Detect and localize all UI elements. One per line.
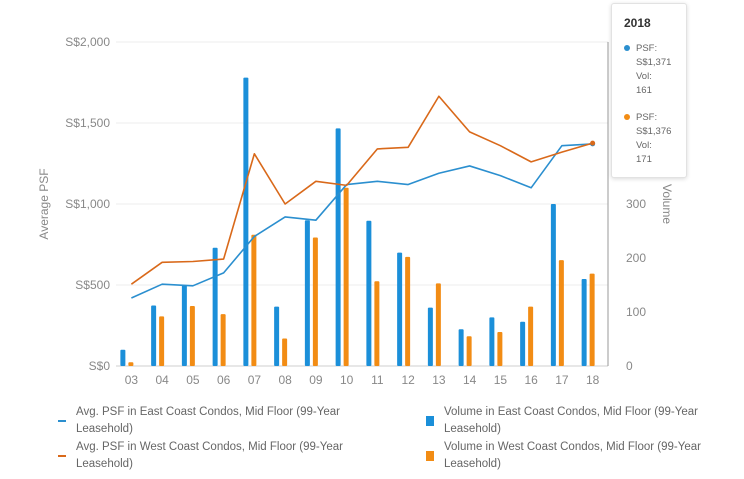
bar-west-volume: [343, 187, 349, 366]
chart-tooltip: 2018 PSF: S$1,371 Vol: 161 PSF: S$1,376 …: [611, 3, 687, 178]
tooltip-east-psf-label: PSF:: [636, 43, 658, 54]
bar-east-volume: [581, 279, 587, 366]
y-left-tick-label: S$1,000: [65, 197, 110, 211]
x-tick-label: 10: [340, 373, 354, 387]
bar-west-volume: [466, 336, 472, 366]
x-tick-label: 12: [401, 373, 415, 387]
y-left-tick-label: S$1,500: [65, 116, 110, 130]
y-right-tick-label: 200: [626, 251, 646, 265]
bar-east-volume: [151, 305, 157, 366]
bar-east-volume: [458, 329, 464, 366]
tooltip-east-vol-value: 161: [636, 85, 652, 96]
y-right-tick-label: 100: [626, 305, 646, 319]
x-tick-label: 08: [278, 373, 292, 387]
x-tick-label: 13: [432, 373, 446, 387]
bar-east-volume: [520, 321, 526, 366]
legend-label: Avg. PSF in East Coast Condos, Mid Floor…: [76, 406, 340, 435]
y-right-tick-label: 300: [626, 197, 646, 211]
y-left-tick-label: S$500: [75, 278, 110, 292]
legend-line-icon: [58, 420, 66, 422]
bar-west-volume: [282, 338, 288, 366]
bar-west-volume: [405, 256, 411, 366]
bar-west-volume: [435, 283, 441, 366]
bar-east-volume: [397, 252, 403, 366]
legend-bar-icon: [426, 451, 434, 461]
x-tick-label: 16: [524, 373, 538, 387]
x-tick-label: 17: [555, 373, 569, 387]
bar-west-volume: [589, 273, 595, 366]
bar-east-volume: [274, 306, 280, 366]
x-tick-label: 04: [155, 373, 169, 387]
x-tick-label: 09: [309, 373, 323, 387]
line-east-psf: [131, 143, 593, 299]
bar-east-volume: [427, 307, 433, 366]
x-tick-label: 06: [217, 373, 231, 387]
bar-west-volume: [189, 306, 195, 366]
bar-east-volume: [212, 247, 218, 366]
bar-east-volume: [304, 220, 310, 366]
y-left-tick-label: S$0: [89, 359, 111, 373]
x-tick-label: 15: [494, 373, 508, 387]
bar-west-volume: [374, 281, 380, 366]
bar-east-volume: [335, 128, 341, 366]
tooltip-west-vol-value: 171: [636, 154, 652, 165]
legend-line-icon: [58, 455, 66, 457]
bar-east-volume: [489, 317, 495, 366]
legend-label: Avg. PSF in West Coast Condos, Mid Floor…: [76, 441, 343, 470]
tooltip-east-vol-label: Vol:: [636, 71, 652, 82]
line-marker-west: [590, 140, 596, 146]
x-tick-label: 11: [371, 373, 384, 387]
y-left-axis-title: Average PSF: [37, 168, 51, 239]
bar-west-volume: [220, 314, 226, 366]
legend-label: Volume in East Coast Condos, Mid Floor (…: [444, 406, 698, 435]
line-west-psf: [130, 95, 593, 285]
bar-east-volume: [550, 204, 556, 366]
tooltip-dot-west: [624, 114, 630, 120]
bar-west-volume: [159, 316, 165, 366]
chart-legend: Avg. PSF in East Coast Condos, Mid Floor…: [0, 404, 744, 479]
tooltip-dot-east: [624, 45, 630, 51]
x-tick-label: 14: [463, 373, 477, 387]
bar-east-volume: [181, 285, 187, 366]
x-tick-label: 07: [248, 373, 262, 387]
bar-west-volume: [251, 234, 257, 366]
y-left-tick-label: S$2,000: [65, 35, 110, 49]
bar-east-volume: [366, 220, 372, 366]
legend-label: Volume in West Coast Condos, Mid Floor (…: [444, 441, 701, 470]
tooltip-west-vol-label: Vol:: [636, 140, 652, 151]
bar-west-volume: [128, 362, 134, 366]
y-right-tick-label: 0: [626, 359, 633, 373]
tooltip-east-psf-value: S$1,371: [636, 57, 672, 68]
y-right-axis-title: Volume: [660, 184, 674, 224]
tooltip-west-psf-value: S$1,376: [636, 126, 672, 137]
bar-west-volume: [497, 331, 503, 366]
bar-west-volume: [528, 306, 534, 366]
chart-svg: S$0 S$500 S$1,000 S$1,500 S$2,000 0 100 200 300 A…: [37, 35, 674, 387]
x-tick-label: 18: [586, 373, 600, 387]
x-tick-label: 03: [125, 373, 139, 387]
bar-west-volume: [558, 260, 564, 366]
x-tick-label: 05: [186, 373, 200, 387]
tooltip-year: 2018: [624, 16, 651, 30]
bar-east-volume: [243, 77, 249, 366]
tooltip-west-psf-label: PSF:: [636, 112, 658, 123]
legend-bar-icon: [426, 416, 434, 426]
bar-west-volume: [312, 237, 318, 366]
bar-east-volume: [120, 349, 126, 366]
